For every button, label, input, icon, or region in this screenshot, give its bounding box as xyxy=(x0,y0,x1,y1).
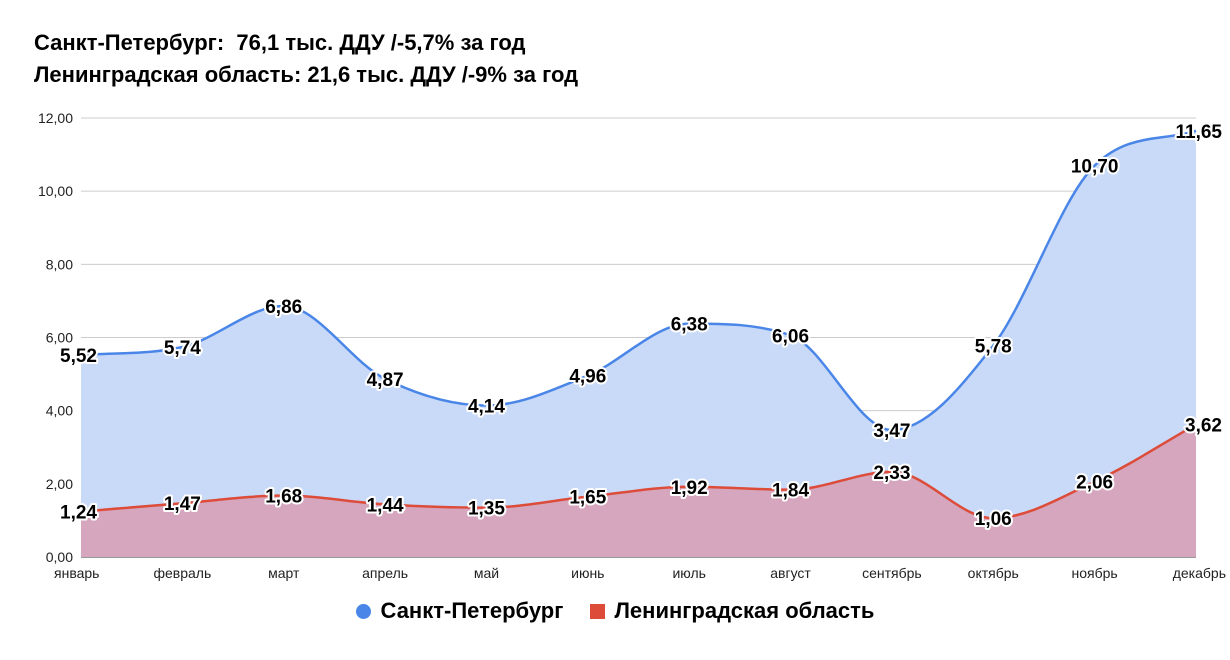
lo-data-label: 1,68 xyxy=(265,487,302,508)
spb-data-label: 10,70 xyxy=(1071,157,1119,178)
x-tick-label: август xyxy=(770,565,811,581)
x-tick-label: май xyxy=(474,565,499,581)
spb-data-label: 5,78 xyxy=(975,337,1012,358)
lo-line xyxy=(80,423,1197,520)
x-tick-label: январь xyxy=(54,565,99,581)
spb-line xyxy=(80,129,1197,432)
x-tick-label: сентябрь xyxy=(862,565,922,581)
x-tick-label: март xyxy=(268,565,300,581)
lo-data-label: 1,92 xyxy=(671,478,708,499)
y-tick-label: 6,00 xyxy=(46,330,73,346)
lo-data-label: 1,47 xyxy=(164,494,201,515)
lo-data-label: 1,65 xyxy=(569,488,606,509)
spb-data-label: 4,87 xyxy=(367,370,404,391)
lo-data-label: 1,44 xyxy=(367,495,404,516)
spb-data-label: 4,14 xyxy=(468,397,505,418)
x-tick-label: ноябрь xyxy=(1072,565,1118,581)
spb-data-label: 5,74 xyxy=(164,338,201,359)
spb-data-label: 5,52 xyxy=(60,346,97,367)
legend-marker-spb xyxy=(355,603,371,619)
lo-data-label: 1,35 xyxy=(468,499,505,520)
legend-item-lo[interactable]: Ленинградская область xyxy=(589,598,875,624)
spb-data-label: 6,38 xyxy=(671,315,708,336)
x-tick-label: июнь xyxy=(571,565,604,581)
lo-data-label: 1,24 xyxy=(60,503,97,524)
lo-data-label: 2,06 xyxy=(1076,473,1113,494)
legend-marker-lo xyxy=(589,603,605,619)
legend-label-lo: Ленинградская область xyxy=(614,598,875,623)
y-tick-label: 10,00 xyxy=(38,183,73,199)
y-tick-label: 8,00 xyxy=(46,256,73,272)
x-tick-label: июль xyxy=(672,565,705,581)
spb-data-label: 6,06 xyxy=(772,326,809,347)
spb-data-label: 3,47 xyxy=(873,421,910,442)
spb-area xyxy=(81,130,1196,557)
legend: Санкт-Петербург Ленинградская область xyxy=(0,598,1230,625)
chart-title-line-2: Ленинградская область: 21,6 тыс. ДДУ /-9… xyxy=(34,62,579,87)
spb-data-label: 11,65 xyxy=(1176,122,1223,143)
y-tick-label: 12,00 xyxy=(38,110,73,126)
x-tick-label: февраль xyxy=(153,565,211,581)
lo-data-label: 2,33 xyxy=(873,463,910,484)
lo-data-label: 1,06 xyxy=(975,509,1012,530)
chart-title-line-1: Санкт-Петербург: 76,1 тыс. ДДУ /-5,7% за… xyxy=(34,30,526,55)
legend-item-spb[interactable]: Санкт-Петербург xyxy=(355,598,564,624)
y-tick-label: 2,00 xyxy=(46,476,73,492)
x-tick-label: апрель xyxy=(362,565,408,581)
lo-data-label: 3,62 xyxy=(1185,416,1222,437)
x-tick-label: октябрь xyxy=(968,565,1019,581)
spb-data-label: 4,96 xyxy=(569,367,606,388)
lo-data-label: 1,84 xyxy=(772,481,809,502)
y-tick-label: 4,00 xyxy=(46,403,73,419)
spb-data-label: 6,86 xyxy=(265,297,302,318)
legend-label-spb: Санкт-Петербург xyxy=(380,598,564,623)
x-tick-label: декабрь xyxy=(1173,565,1226,581)
y-tick-label: 0,00 xyxy=(46,549,73,565)
